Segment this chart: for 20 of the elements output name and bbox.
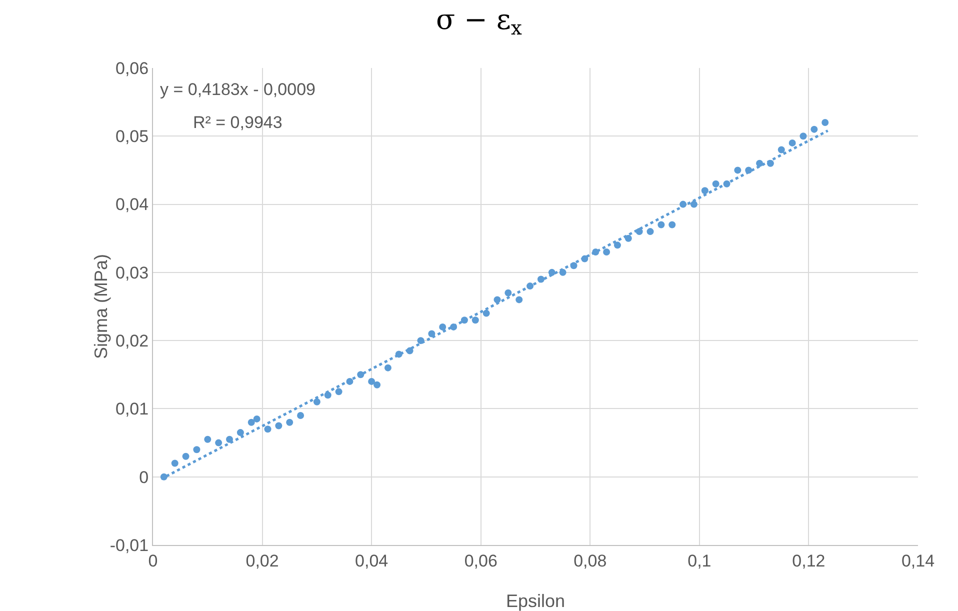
y-tick-label: 0,03 <box>116 263 149 282</box>
x-tick-label: 0,06 <box>464 551 498 570</box>
x-tick-label: 0,1 <box>688 551 712 570</box>
y-tick-label: 0 <box>139 468 149 487</box>
x-tick-label: 0,02 <box>246 551 279 570</box>
y-tick-label: -0,01 <box>110 536 149 555</box>
annotation: y = 0,4183x - 0,0009 <box>160 80 316 99</box>
annotation: R² = 0,9943 <box>193 113 282 132</box>
x-tick-label: 0,04 <box>355 551 388 570</box>
y-tick-label: 0,06 <box>116 58 149 78</box>
x-axis-title: Epsilon <box>506 591 566 611</box>
x-tick-label: 0,14 <box>901 551 935 570</box>
y-tick-label: 0,05 <box>116 127 149 146</box>
x-tick-label: 0,12 <box>792 551 826 570</box>
x-tick-label: 0,08 <box>574 551 607 570</box>
chart-title: σ − ε$_{x}$ <box>436 2 522 40</box>
y-tick-label: 0,02 <box>116 332 149 351</box>
y-tick-label: 0,01 <box>116 400 149 419</box>
y-axis-title: Sigma (MPa) <box>91 254 111 360</box>
y-tick-label: 0,04 <box>116 195 149 214</box>
